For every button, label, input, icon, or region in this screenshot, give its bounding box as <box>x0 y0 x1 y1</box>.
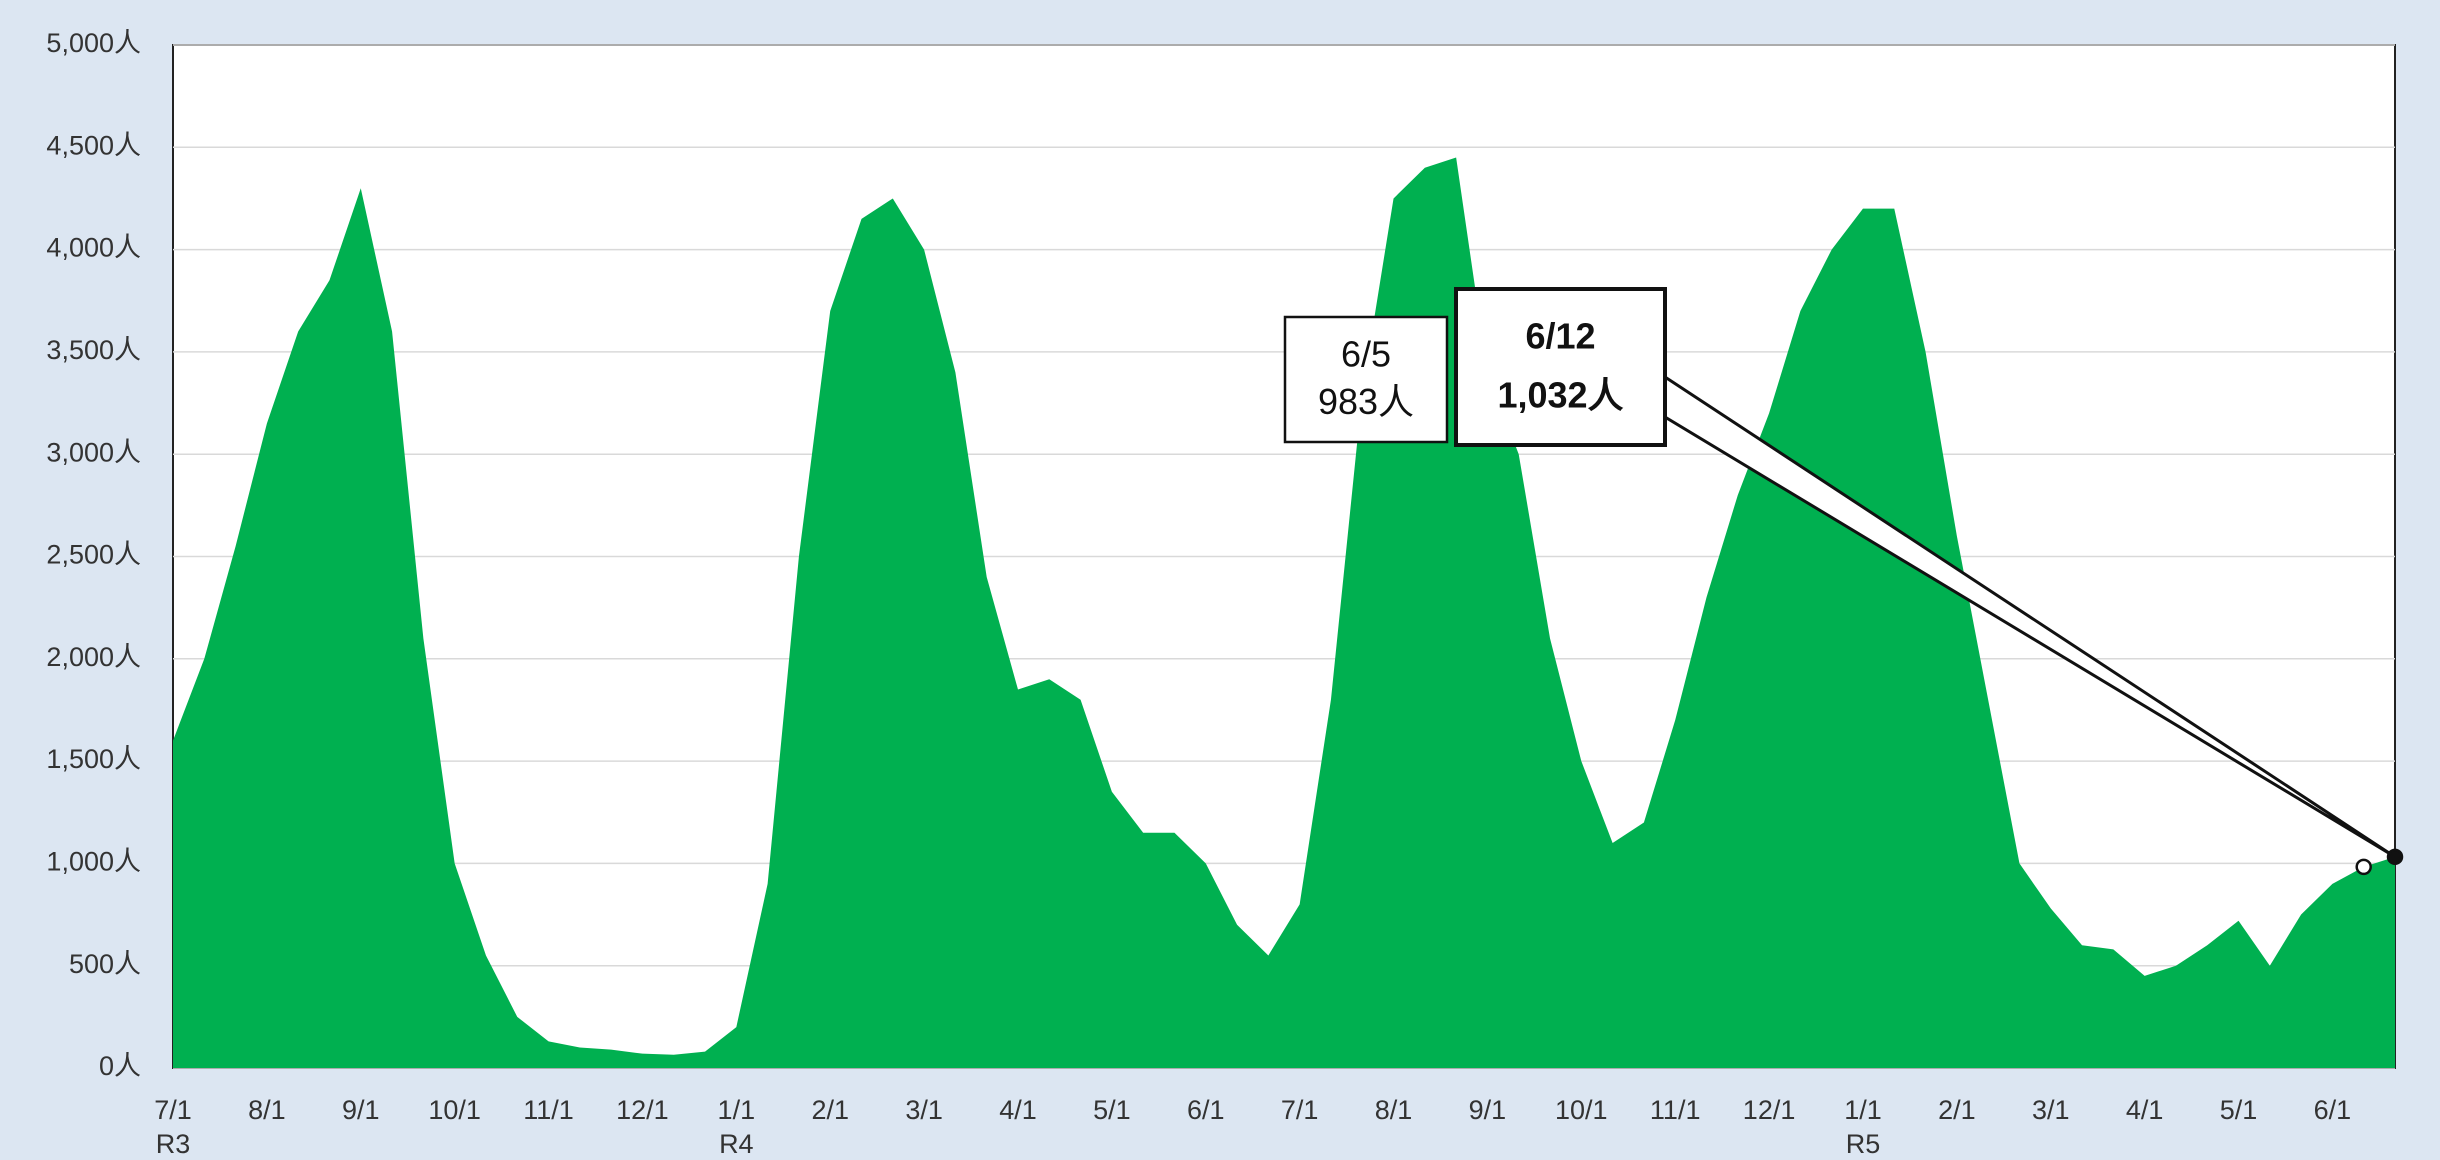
callout-date: 6/12 <box>1525 315 1595 356</box>
callout-box <box>1283 315 1449 444</box>
x-tick-label: 8/1 <box>1375 1095 1413 1125</box>
x-tick-label: 12/1 <box>616 1095 669 1125</box>
x-tick-label: 7/1 <box>1281 1095 1319 1125</box>
y-tick-label: 1,500人 <box>46 744 141 774</box>
x-tick-label: 2/1 <box>811 1095 849 1125</box>
y-tick-label: 500人 <box>69 949 141 979</box>
callout-box <box>1454 287 1667 447</box>
y-tick-label: 3,000人 <box>46 437 141 467</box>
era-label: R3 <box>156 1129 191 1159</box>
x-tick-label: 11/1 <box>1650 1095 1701 1125</box>
y-tick-label: 2,500人 <box>46 540 141 570</box>
area <box>173 157 2395 1068</box>
x-tick-label: 12/1 <box>1743 1095 1796 1125</box>
y-tick-label: 1,000人 <box>46 847 141 877</box>
x-tick-label: 4/1 <box>2126 1095 2164 1125</box>
x-tick-label: 10/1 <box>428 1095 481 1125</box>
callout-date: 6/5 <box>1341 334 1391 375</box>
x-tick-label: 1/1 <box>718 1095 756 1125</box>
x-tick-label: 6/1 <box>2314 1095 2352 1125</box>
x-tick-label: 10/1 <box>1555 1095 1608 1125</box>
x-tick-label: 7/1 <box>154 1095 192 1125</box>
x-tick-label: 5/1 <box>2220 1095 2258 1125</box>
era-label: R4 <box>719 1129 754 1159</box>
callout-point <box>2386 848 2404 866</box>
x-tick-label: 4/1 <box>999 1095 1037 1125</box>
y-tick-label: 5,000人 <box>46 28 141 58</box>
y-tick-label: 4,500人 <box>46 130 141 160</box>
callout-point <box>2355 858 2372 876</box>
x-tick-label: 9/1 <box>1469 1095 1507 1125</box>
callout-value: 983人 <box>1318 381 1414 422</box>
x-tick-label: 3/1 <box>905 1095 943 1125</box>
x-tick-label: 2/1 <box>1938 1095 1976 1125</box>
era-label: R5 <box>1846 1129 1881 1159</box>
y-tick-label: 2,000人 <box>46 642 141 672</box>
x-tick-label: 11/1 <box>523 1095 574 1125</box>
y-tick-label: 4,000人 <box>46 233 141 263</box>
y-tick-label: 3,500人 <box>46 335 141 365</box>
x-tick-label: 6/1 <box>1187 1095 1225 1125</box>
callout-value: 1,032人 <box>1497 375 1623 416</box>
y-tick-label: 0人 <box>99 1051 141 1081</box>
x-tick-label: 3/1 <box>2032 1095 2070 1125</box>
x-tick-label: 8/1 <box>248 1095 286 1125</box>
x-tick-label: 5/1 <box>1093 1095 1131 1125</box>
x-tick-label: 9/1 <box>342 1095 380 1125</box>
x-tick-label: 1/1 <box>1844 1095 1882 1125</box>
